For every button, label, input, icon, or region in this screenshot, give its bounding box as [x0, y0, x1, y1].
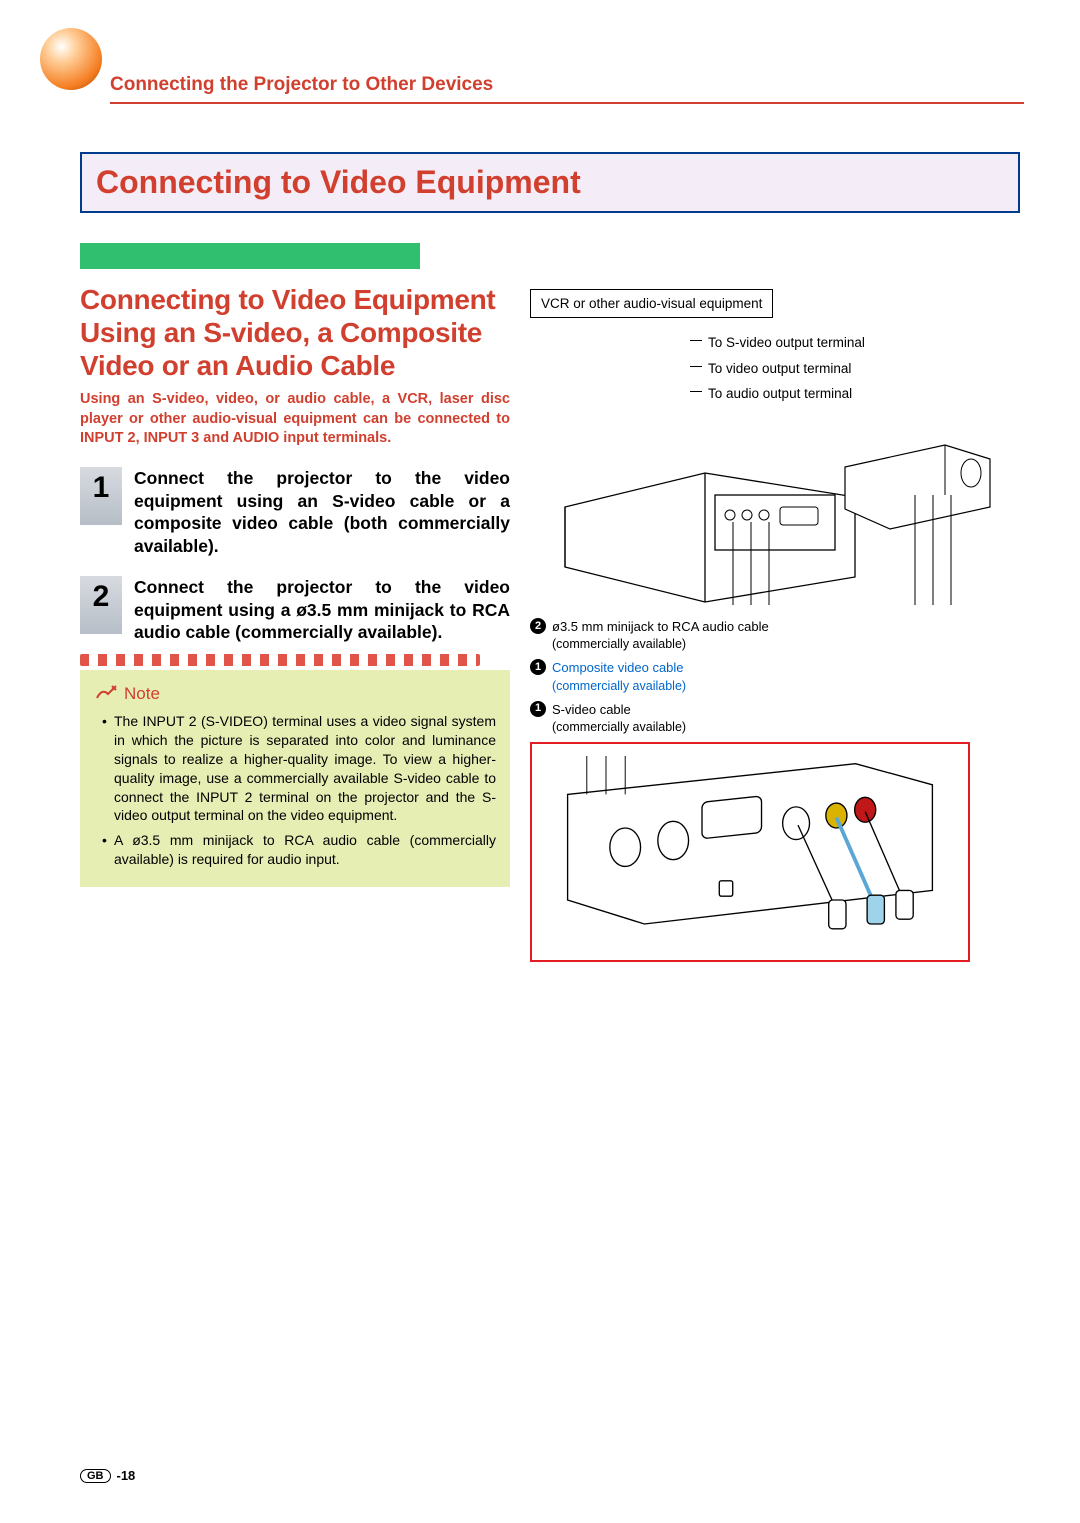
cable-label: S-video cable [552, 702, 631, 717]
step-number: 2 [80, 576, 122, 634]
equipment-illustration [530, 417, 1020, 612]
diagram-caption: VCR or other audio-visual equipment [530, 289, 773, 318]
step-1: 1 Connect the projector to the video equ… [80, 467, 510, 558]
cable-badge-1: 1 [530, 701, 546, 717]
cable-sublabel: (commercially available) [552, 637, 686, 651]
cable-label: Composite video cable [552, 660, 684, 675]
dotted-separator [80, 654, 480, 666]
terminal-label: To audio output terminal [690, 381, 1020, 407]
cable-labels: 2 ø3.5 mm minijack to RCA audio cable (c… [530, 618, 1020, 736]
green-separator [80, 243, 420, 269]
note-icon [94, 682, 118, 706]
note-item: The INPUT 2 (S-VIDEO) terminal uses a vi… [104, 712, 496, 825]
region-badge: GB [80, 1469, 111, 1483]
cable-label: ø3.5 mm minijack to RCA audio cable [552, 619, 769, 634]
cable-badge-2: 2 [530, 618, 546, 634]
note-box: Note The INPUT 2 (S-VIDEO) terminal uses… [80, 670, 510, 887]
note-label-text: Note [124, 684, 160, 704]
cable-sublabel: (commercially available) [552, 679, 686, 693]
cable-badge-1: 1 [530, 659, 546, 675]
connector-closeup-frame [530, 742, 970, 962]
terminal-label: To video output terminal [690, 356, 1020, 382]
note-label: Note [94, 682, 496, 706]
step-2: 2 Connect the projector to the video equ… [80, 576, 510, 644]
step-number: 1 [80, 467, 122, 525]
step-text: Connect the projector to the video equip… [122, 576, 510, 644]
intro-text: Using an S-video, video, or audio cable,… [80, 390, 510, 449]
decorative-ball [40, 28, 102, 90]
title-banner: Connecting to Video Equipment [80, 152, 1020, 213]
cable-sublabel: (commercially available) [552, 720, 686, 734]
terminal-list: To S-video output terminal To video outp… [690, 330, 1020, 407]
terminal-label: To S-video output terminal [690, 330, 1020, 356]
page-number-text: -18 [117, 1468, 136, 1483]
page-number: GB -18 [80, 1468, 135, 1483]
step-text: Connect the projector to the video equip… [122, 467, 510, 558]
sub-heading: Connecting to Video Equipment Using an S… [80, 283, 510, 382]
section-header: Connecting the Projector to Other Device… [110, 74, 1024, 104]
note-item: A ø3.5 mm minijack to RCA audio cable (c… [104, 831, 496, 869]
